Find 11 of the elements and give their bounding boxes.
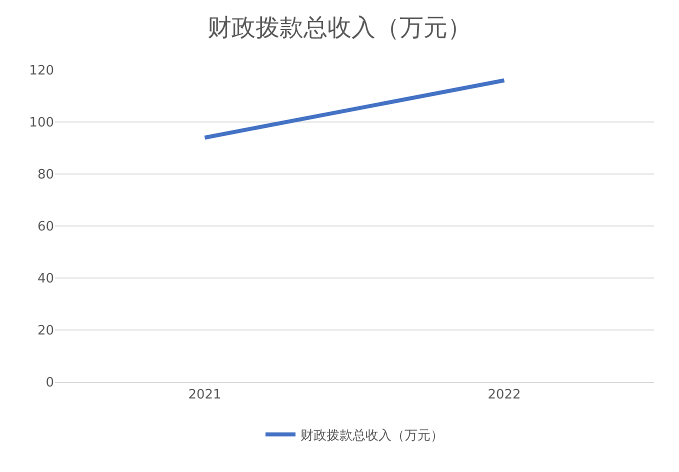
x-tick-label: 2021 (188, 388, 222, 403)
chart-title: 财政拨款总收入（万元） (208, 14, 472, 42)
y-tick-label: 20 (37, 324, 54, 339)
y-tick-label: 40 (37, 272, 54, 287)
y-tick-label: 0 (46, 376, 54, 391)
x-tick-label: 2022 (488, 388, 521, 403)
y-tick-label: 80 (37, 168, 54, 183)
legend-label: 财政拨款总收入（万元） (300, 428, 444, 444)
y-tick-label: 60 (37, 220, 54, 235)
y-tick-label: 100 (29, 116, 54, 131)
y-tick-label: 120 (29, 64, 54, 79)
